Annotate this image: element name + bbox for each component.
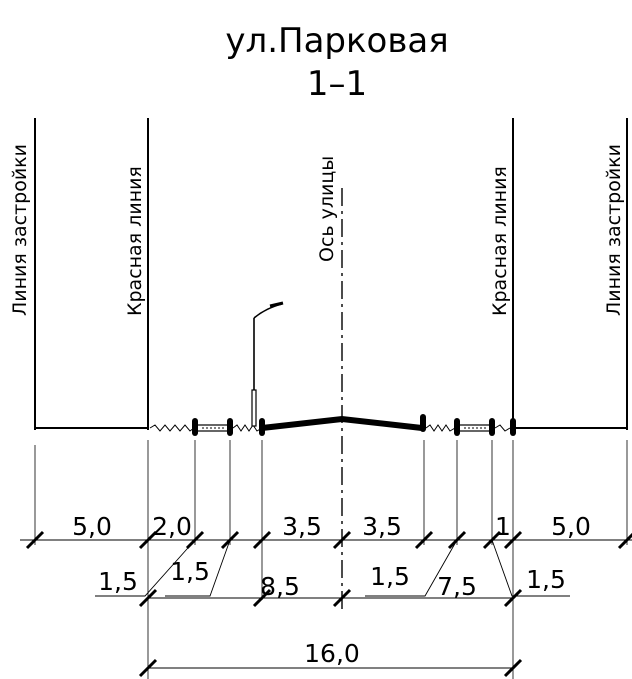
dim-lane-right: 3,5	[362, 512, 402, 541]
sidewalk-left	[196, 424, 230, 432]
extension-lines	[34, 440, 628, 679]
dim-building-left: 5,0	[72, 512, 112, 541]
dim-sidewalk-left: 1,5	[98, 567, 138, 596]
dim-sidewalk-right: 1,5	[526, 565, 566, 594]
building-line-left-label: Линия застройки	[9, 144, 31, 316]
dim-lawn2-right: 1,5	[370, 562, 410, 591]
dimension-labels-row2: 1,5 1,5 8,5 1,5 7,5 1,5	[98, 557, 566, 601]
street-profile	[35, 301, 627, 436]
sidewalk-right	[458, 424, 493, 432]
dim-total-width: 16,0	[304, 639, 360, 668]
dim-lawn2-left: 1,5	[170, 557, 210, 586]
dim-carriageway-left: 8,5	[260, 572, 300, 601]
dim-carriageway-right: 7,5	[437, 572, 477, 601]
section-label: 1–1	[307, 64, 367, 104]
street-lamp-icon	[251, 301, 284, 427]
dimension-lines	[20, 530, 632, 678]
dim-building-right: 5,0	[551, 512, 591, 541]
dim-lane-left: 3,5	[282, 512, 322, 541]
building-line-right-label: Линия застройки	[603, 144, 625, 316]
dim-lawn-left: 2,0	[152, 512, 192, 541]
carriageway	[261, 415, 423, 431]
red-line-right-label: Красная линия	[489, 166, 511, 316]
street-title: ул.Парковая	[225, 21, 448, 61]
dimension-labels-row1: 5,0 2,0 3,5 3,5 1 5,0	[72, 512, 591, 541]
street-axis-label: Ось улицы	[316, 156, 338, 262]
dim-lawn-right: 1	[495, 512, 511, 541]
red-line-left-label: Красная линия	[124, 166, 146, 316]
boundary-lines	[34, 118, 628, 610]
